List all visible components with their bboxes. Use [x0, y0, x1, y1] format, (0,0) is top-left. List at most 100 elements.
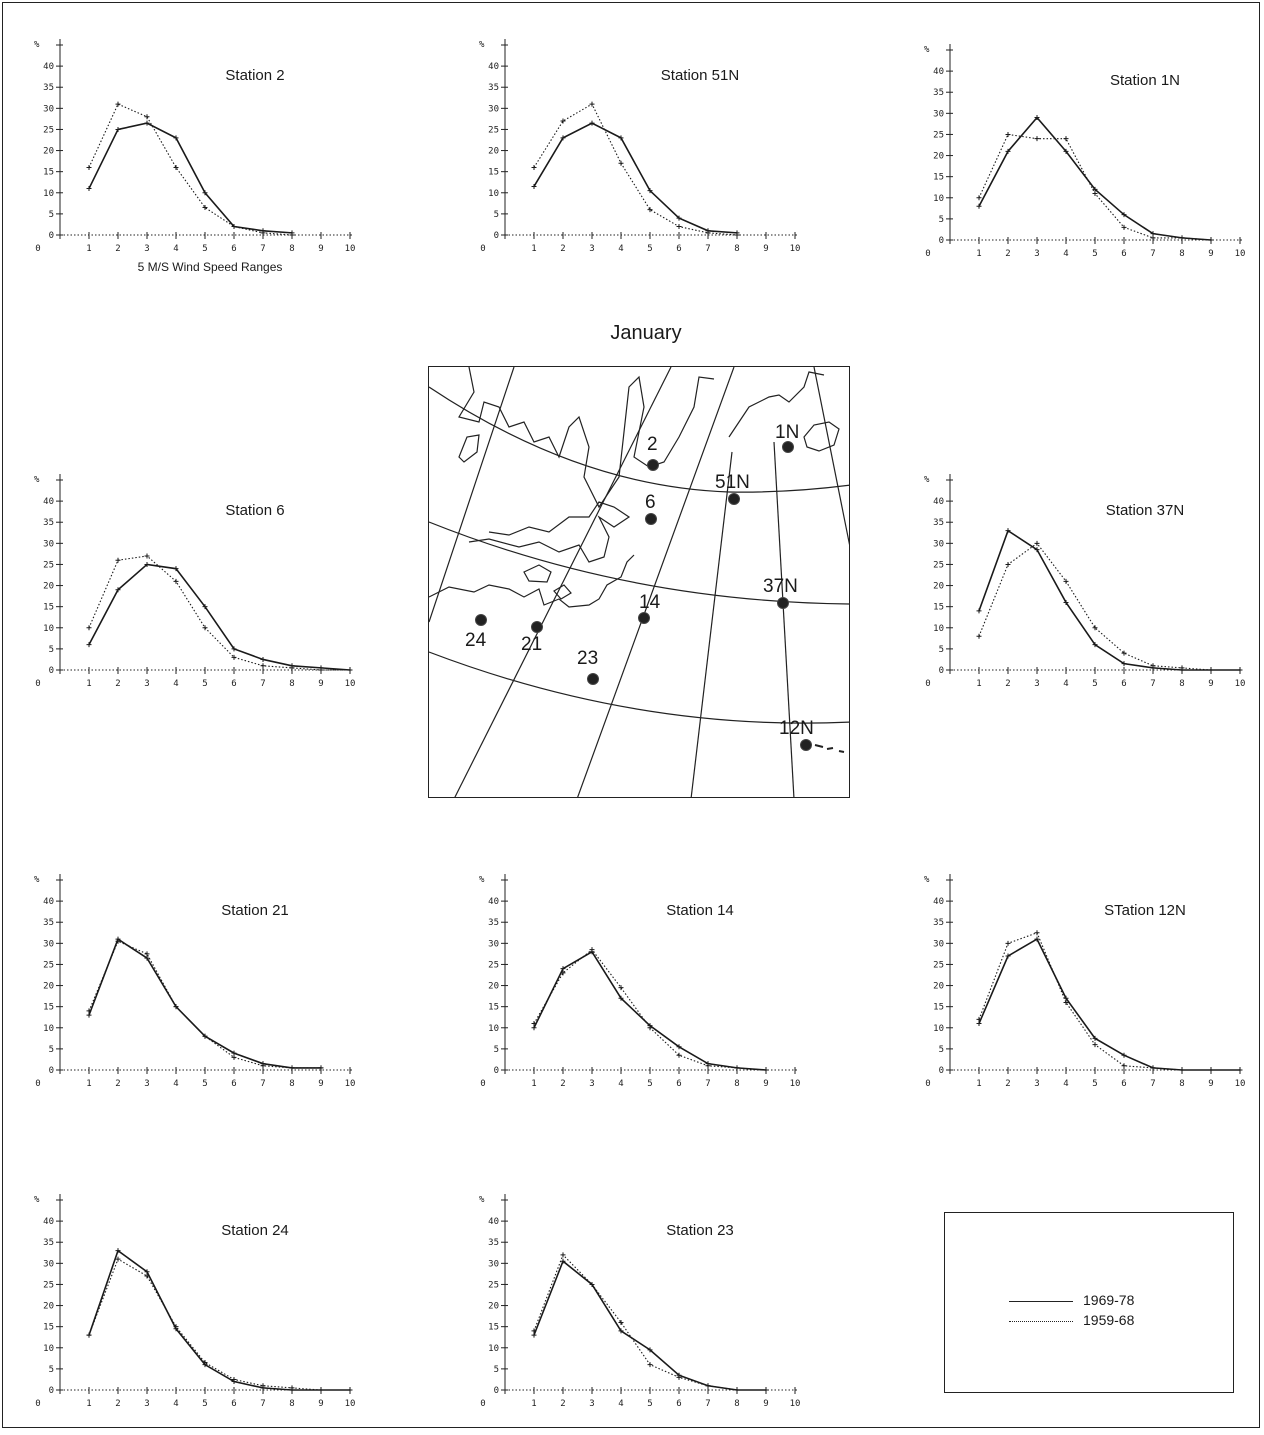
- y-tick-label: 15: [933, 173, 944, 183]
- y-tick-label: 35: [933, 918, 944, 928]
- y-tick-label: 10: [933, 624, 944, 634]
- y-tick-label: 5: [49, 1045, 54, 1055]
- x-tick-label: 0: [480, 244, 485, 254]
- y-axis-label: %: [924, 875, 930, 885]
- panel-title: Station 1N: [1109, 72, 1181, 89]
- x-tick-label: 2: [1005, 249, 1010, 259]
- x-tick-label: 3: [144, 679, 149, 689]
- data-point: [618, 135, 624, 141]
- data-point: [173, 164, 179, 170]
- y-tick-label: 5: [939, 645, 944, 655]
- data-point: [115, 1256, 121, 1262]
- x-tick-label: 5: [202, 244, 207, 254]
- x-tick-label: 7: [1150, 679, 1155, 689]
- data-point: [115, 101, 121, 107]
- x-tick-label: 9: [318, 1399, 323, 1409]
- y-tick-label: 35: [488, 918, 499, 928]
- panel-station-6: % 0 5 10 15 20 25 30 35 40 0 1 2 3 4 5 6 7 8 9 10 Station 6: [20, 465, 355, 715]
- x-tick-label: 8: [289, 244, 294, 254]
- data-point: [618, 995, 624, 1001]
- panel-station-24: % 0 5 10 15 20 25 30 35 40 0 1 2 3 4 5 6 7 8 9 10 Station 24: [20, 1185, 355, 1435]
- data-point: [86, 1012, 92, 1018]
- parallel-2: [429, 521, 849, 605]
- panel-station-14: % 0 5 10 15 20 25 30 35 40 0 1 2 3 4 5 6 7 8 9 10 Station 14: [465, 865, 800, 1115]
- data-point: [976, 633, 982, 639]
- data-point: [1121, 1052, 1127, 1058]
- data-point: [976, 1021, 982, 1027]
- x-tick-label: 4: [618, 244, 623, 254]
- data-point: [1063, 136, 1069, 142]
- x-tick-label: 4: [1063, 249, 1068, 259]
- data-point: [1121, 661, 1127, 667]
- data-point: [347, 1387, 353, 1393]
- data-point: [231, 224, 237, 230]
- x-tick-label: 9: [318, 244, 323, 254]
- x-tick-label: 2: [115, 679, 120, 689]
- x-tick-label: 0: [925, 679, 930, 689]
- y-tick-label: 40: [933, 897, 944, 907]
- data-point: [976, 608, 982, 614]
- station-label-37n: 37N: [763, 576, 798, 597]
- series-1959-68-line: [978, 542, 1240, 671]
- coastline-central: [468, 501, 631, 563]
- panel-title: Station 21: [221, 902, 289, 919]
- meridian-1: [429, 367, 515, 623]
- x-tick-label: 5: [1092, 679, 1097, 689]
- x-tick-label: 1: [531, 244, 536, 254]
- plot-area: % 0 5 10 15 20 25 30 35 40 0 1 2 3 4 5 6 7 8 9 10: [34, 39, 355, 254]
- y-tick-label: 30: [43, 939, 54, 949]
- island-east: [803, 421, 840, 452]
- y-axis-label: %: [479, 40, 485, 50]
- y-tick-label: 25: [933, 130, 944, 140]
- data-point: [115, 938, 121, 944]
- data-point: [231, 1376, 237, 1382]
- y-tick-label: 5: [939, 1045, 944, 1055]
- islands-12n: [814, 744, 845, 753]
- data-point: [289, 665, 295, 671]
- y-tick-label: 35: [933, 518, 944, 528]
- y-tick-label: 0: [49, 1066, 54, 1076]
- y-tick-label: 25: [43, 1280, 54, 1290]
- y-tick-label: 20: [488, 1302, 499, 1312]
- x-tick-label: 4: [618, 1079, 623, 1089]
- data-point: [144, 1273, 150, 1279]
- x-tick-label: 1: [86, 1399, 91, 1409]
- x-tick-label: 5: [1092, 249, 1097, 259]
- x-tick-label: 10: [345, 1079, 356, 1089]
- data-point: [202, 205, 208, 211]
- data-point: [231, 1050, 237, 1056]
- series-1959-68-line: [533, 103, 738, 236]
- data-point: [1121, 224, 1127, 230]
- data-point: [1034, 115, 1040, 121]
- data-point: [1092, 1035, 1098, 1041]
- y-tick-label: 0: [494, 1066, 499, 1076]
- data-point: [144, 955, 150, 961]
- x-tick-label: 7: [1150, 249, 1155, 259]
- y-tick-label: 30: [488, 104, 499, 114]
- data-point: [289, 1065, 295, 1071]
- station-label-24: 24: [465, 630, 487, 651]
- y-tick-label: 40: [43, 1217, 54, 1227]
- y-tick-label: 25: [43, 560, 54, 570]
- y-tick-label: 35: [43, 1238, 54, 1248]
- data-point: [231, 646, 237, 652]
- x-tick-label: 6: [676, 1399, 681, 1409]
- y-tick-label: 20: [43, 147, 54, 157]
- data-point: [1150, 231, 1156, 237]
- x-tick-label: 4: [173, 679, 178, 689]
- series-1959-68-line: [88, 555, 350, 671]
- x-tick-label: 6: [1121, 249, 1126, 259]
- x-tick-label: 3: [589, 244, 594, 254]
- x-tick-label: 4: [618, 1399, 623, 1409]
- data-point: [618, 160, 624, 166]
- y-tick-label: 40: [43, 897, 54, 907]
- data-point: [144, 561, 150, 567]
- plot-area: % 0 5 10 15 20 25 30 35 40 0 1 2 3 4 5 6 7 8 9 10: [34, 874, 355, 1089]
- data-point: [1150, 663, 1156, 669]
- x-tick-label: 8: [734, 1079, 739, 1089]
- x-tick-label: 10: [790, 244, 801, 254]
- data-point: [560, 1258, 566, 1264]
- data-point: [86, 642, 92, 648]
- x-tick-label: 8: [734, 1399, 739, 1409]
- x-tick-label: 3: [144, 1079, 149, 1089]
